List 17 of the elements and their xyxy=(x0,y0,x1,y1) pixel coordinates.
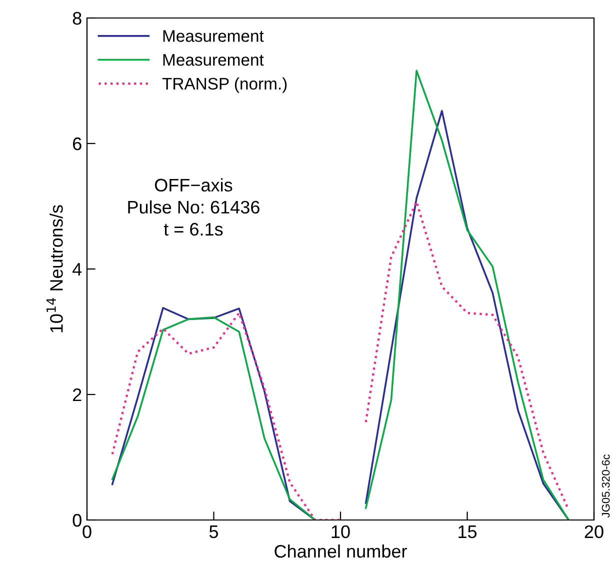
text: JG05.320-6c xyxy=(602,454,610,518)
x-axis-title: Channel number xyxy=(274,544,407,558)
y-axis-title: 10$^{14}$ Neutrons/s xyxy=(46,205,63,332)
y-tick-label: 8 xyxy=(72,12,82,25)
legend-label: Measurement xyxy=(163,54,264,66)
x-tick-label: 10 xyxy=(332,525,350,538)
y-tick-label: 4 xyxy=(72,263,82,276)
y-tick-label: 2 xyxy=(73,388,82,402)
x-tick-label: 15 xyxy=(458,526,477,538)
legend-label: TRANSP (norm.) xyxy=(162,77,287,93)
x-tick-label: 0 xyxy=(82,525,92,538)
x-tick-label: 5 xyxy=(209,526,218,538)
x-tick-label: 20 xyxy=(584,525,604,538)
y-tick-label: 6 xyxy=(73,137,82,150)
annotation: OFF−axis Pulse No: 61436 t = 6.1s xyxy=(128,178,260,236)
legend-label: Measurement xyxy=(163,30,264,42)
y-tick-label: 0 xyxy=(72,514,82,527)
